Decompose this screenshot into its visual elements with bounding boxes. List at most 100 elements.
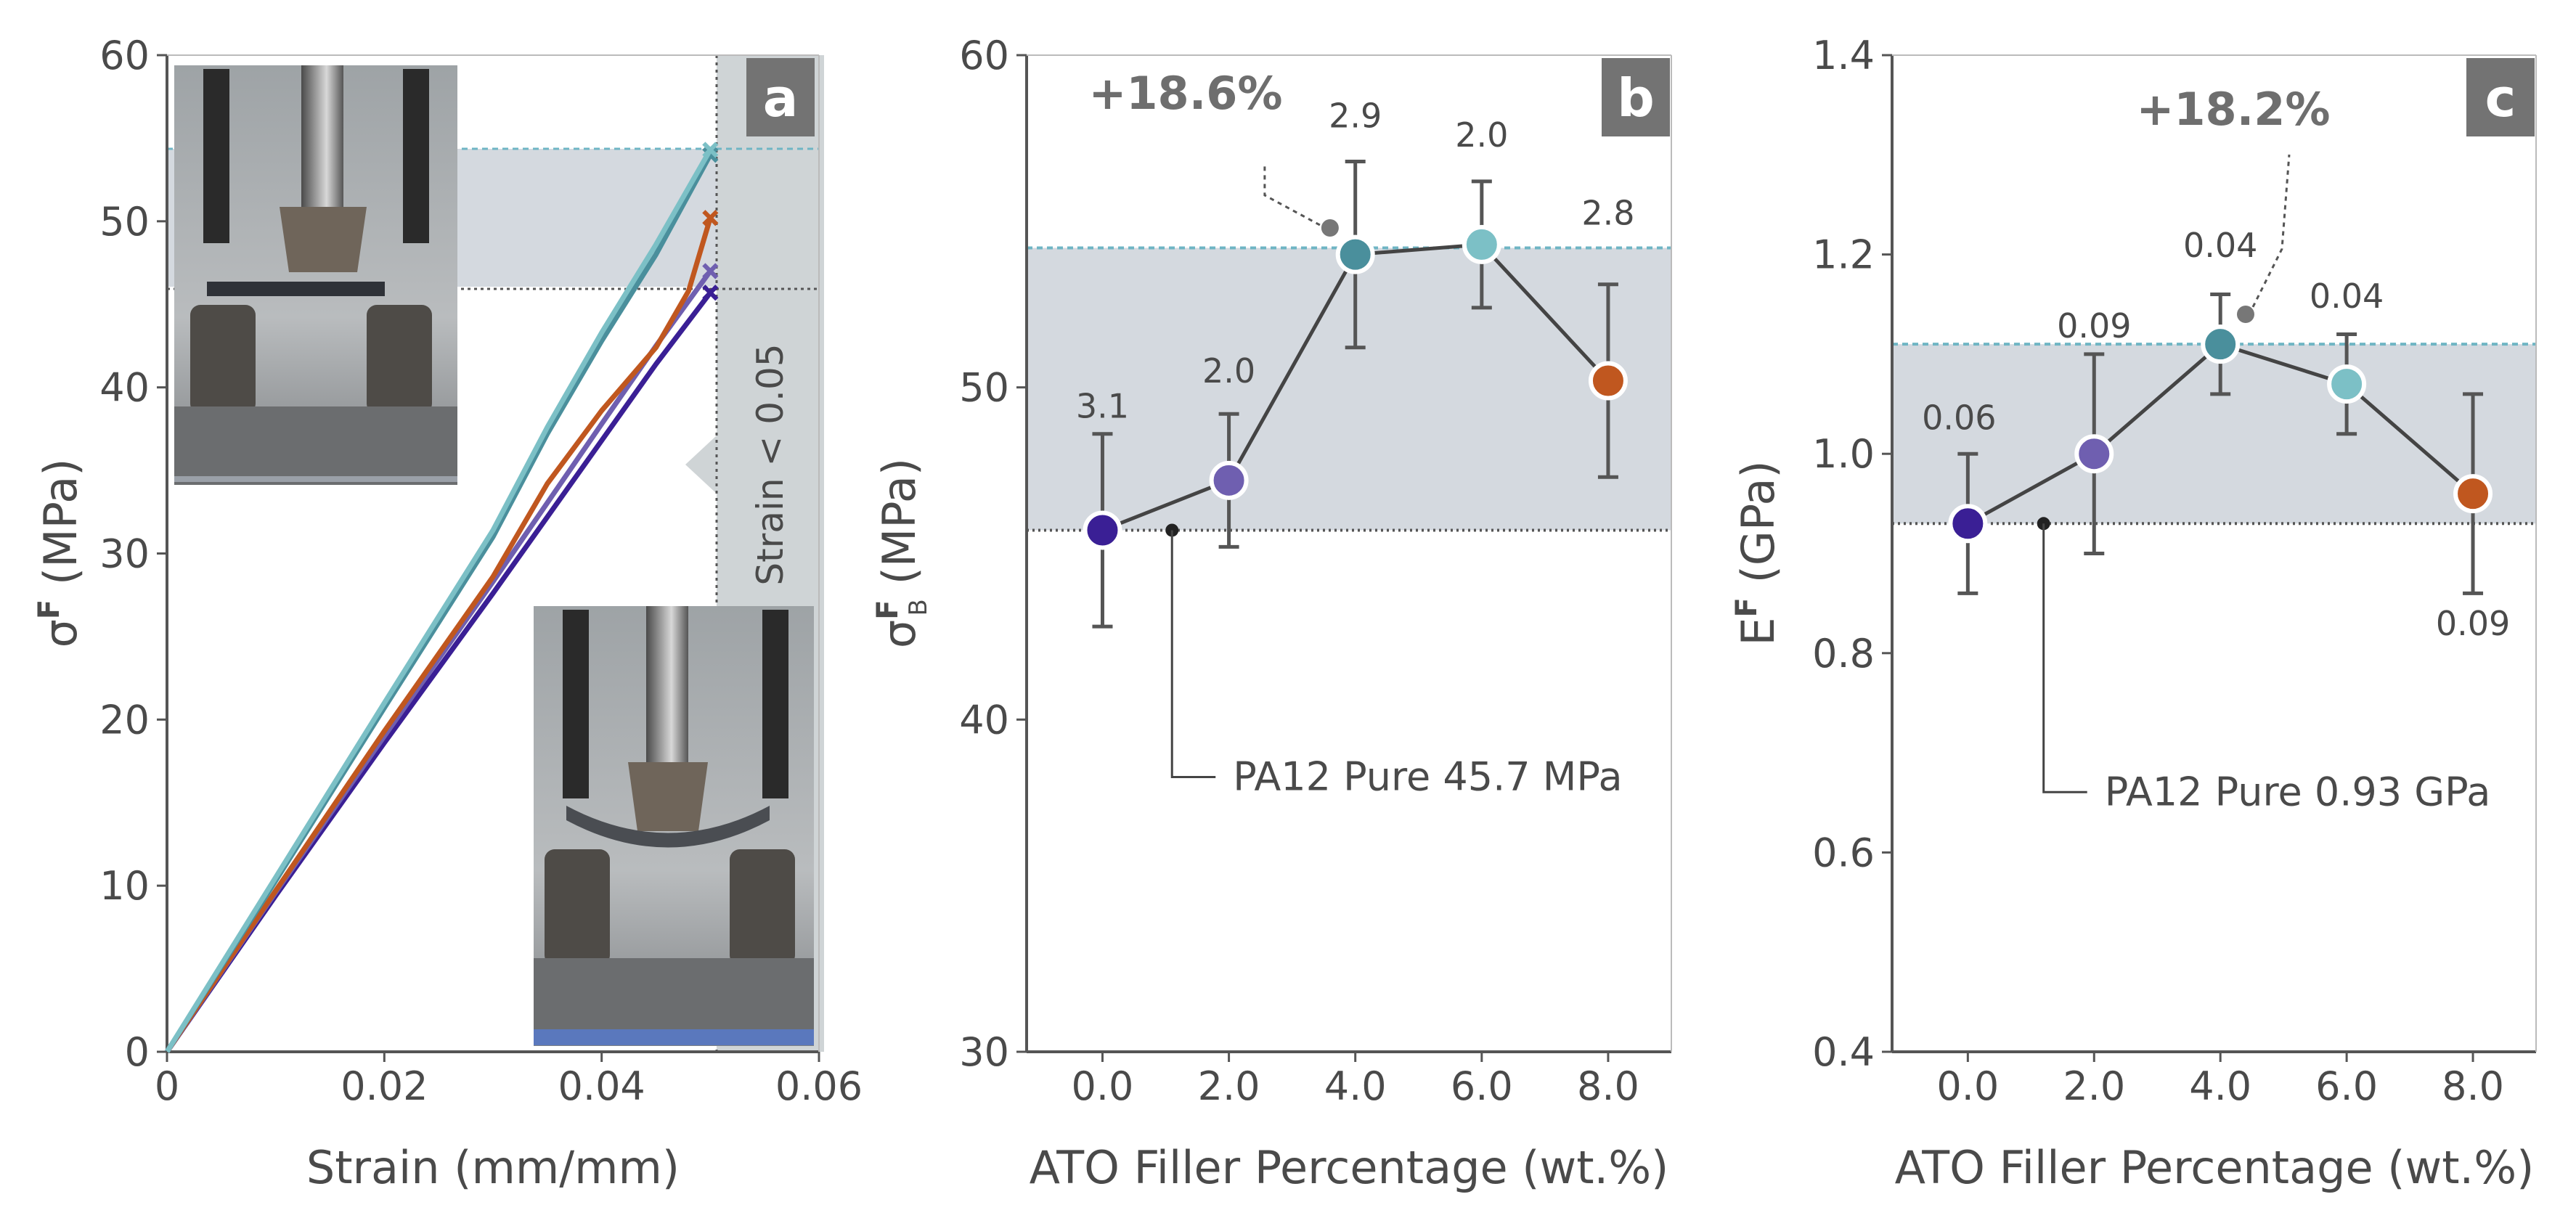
panel-c-ylabel-sup: F	[1730, 597, 1764, 617]
panel-b-xlabel: ATO Filler Percentage (wt.%)	[1030, 1141, 1669, 1194]
curve-ato6	[165, 148, 713, 1053]
panel-b-xtick-label: 2.0	[1198, 1063, 1260, 1109]
panel-c-marks: 0.06 0.09 0.04 0.04 0.09 PA12 Pure 0.93 GPa +1…	[1922, 83, 2510, 814]
fracture-marker-ato2	[702, 263, 719, 279]
panel-c-xtick-label: 2.0	[2063, 1063, 2125, 1109]
panel-c-ylabel-unit: (GPa)	[1732, 460, 1785, 583]
panel-b-value-label: 2.8	[1581, 194, 1634, 233]
panel-c-ytick-label: 0.4	[1812, 1029, 1875, 1075]
panel-b-ytick-label: 40	[959, 697, 1009, 743]
panel-b-ytick-label: 60	[959, 33, 1009, 78]
panel-a-stress-strain: 0 0.02 0.04 0.06 0 10 20 30 40 50 60 Strain < 0.05…	[33, 33, 863, 1194]
panel-c-improvement-dot	[2236, 305, 2254, 323]
panel-c-ylabel: EF (GPa)	[1730, 460, 1785, 645]
panel-c-ylabel-symbol: E	[1732, 617, 1785, 645]
curve-ato8	[165, 217, 713, 1053]
panel-c-ytick-label: 1.0	[1812, 431, 1875, 477]
panel-c-point-ato2	[2074, 434, 2114, 474]
panel-a-xtick-label: 0.02	[341, 1063, 428, 1109]
fracture-marker-pa12	[702, 285, 719, 301]
panel-b-value-label: 3.1	[1076, 386, 1129, 425]
panel-c-xlabel: ATO Filler Percentage (wt.%)	[1895, 1141, 2535, 1194]
panel-a-ylabel-unit: (MPa)	[34, 459, 87, 585]
panel-b-point-ato8	[1588, 361, 1628, 401]
panel-b-xtick-label: 0.0	[1072, 1063, 1134, 1109]
panel-b-ytick-label: 50	[959, 365, 1009, 411]
panel-b-value-label: 2.0	[1202, 351, 1255, 391]
panel-a-ylabel-sup: F	[33, 600, 66, 619]
panel-b-flexural-strength: 0.0 2.0 4.0 6.0 8.0 30 40 50 60 3.1 2.0 2.9 2.0 2.8 P…	[871, 33, 1672, 1194]
panel-a-strain-annotation: Strain < 0.05	[749, 343, 791, 585]
panel-b-point-ato2	[1209, 460, 1249, 500]
panel-a-ytick-label: 40	[99, 365, 150, 411]
panel-b-improvement-leader	[1263, 162, 1321, 226]
panel-a-ytick-label: 0	[125, 1029, 150, 1075]
panel-c-point-ato6	[2327, 364, 2367, 404]
panel-b-value-label: 2.9	[1329, 97, 1382, 136]
panel-c-point-pa12	[1948, 504, 1988, 544]
panel-c-value-label: 0.09	[2057, 306, 2131, 346]
panel-a-ytick-label: 30	[99, 531, 150, 577]
panel-b-badge-label: b	[1617, 68, 1655, 128]
panel-c-point-ato4	[2201, 324, 2241, 364]
panel-b-badge	[1602, 58, 1670, 136]
panel-c-flexural-modulus: 0.0 2.0 4.0 6.0 8.00.40.60.81.01.21.4 0.060.…	[1730, 33, 2537, 1194]
panel-b-point-pa12	[1083, 510, 1122, 550]
panel-a-xtick-label: 0.04	[558, 1063, 645, 1109]
panel-c-value-label: 0.04	[2183, 226, 2257, 265]
panel-c-xtick-label: 6.0	[2315, 1063, 2378, 1109]
panel-b-ticks: 0.0 2.0 4.0 6.0 8.0 30 40 50 60	[959, 33, 1639, 1109]
panel-a-ticks: 0 0.02 0.04 0.06 0 10 20 30 40 50 60	[99, 33, 863, 1109]
panel-a-curves	[165, 142, 719, 1053]
panel-a-badge-label: a	[763, 68, 799, 128]
panel-c-ref-label: PA12 Pure 0.93 GPa	[2105, 769, 2491, 814]
panel-c-improvement-label: +18.2%	[2136, 83, 2330, 136]
panel-b-ylabel-symbol: σ	[873, 620, 926, 648]
panel-c-xtick-label: 4.0	[2189, 1063, 2251, 1109]
fracture-marker-ato8	[702, 210, 719, 226]
panel-c-improvement-leader	[2251, 154, 2291, 308]
panel-c-ref-leader	[2042, 523, 2087, 793]
panel-b-band	[1027, 246, 1671, 532]
panel-b-improvement-label: +18.6%	[1088, 67, 1282, 120]
panel-b-frame	[1025, 54, 1672, 1053]
panel-c-badge	[2466, 58, 2535, 136]
panel-b-xtick-label: 4.0	[1324, 1063, 1387, 1109]
panel-b-ytick-label: 30	[959, 1029, 1009, 1075]
panel-a-arrow	[685, 436, 717, 494]
panel-b-point-ato4	[1335, 234, 1375, 274]
panel-a-ylabel: σF (MPa)	[33, 459, 87, 648]
panel-c-badge-label: c	[2485, 68, 2516, 128]
panel-b-ylabel-sub: B	[904, 599, 933, 616]
panel-c-ytick-label: 0.8	[1812, 631, 1875, 677]
panel-b-ref-label: PA12 Pure 45.7 MPa	[1233, 753, 1622, 799]
panel-b-improvement-dot	[1321, 218, 1339, 237]
panel-a-xlabel: Strain (mm/mm)	[306, 1141, 680, 1194]
panel-b-xtick-label: 6.0	[1451, 1063, 1513, 1109]
panel-a-ytick-label: 10	[99, 863, 150, 909]
panel-a-ylabel-symbol: σ	[34, 619, 87, 647]
panel-c-band	[1892, 343, 2536, 526]
panel-c-value-label: 0.06	[1922, 398, 1996, 437]
panel-c-ytick-label: 0.6	[1812, 830, 1875, 875]
panel-b-value-label: 2.0	[1455, 115, 1508, 155]
fracture-marker-ato6	[702, 142, 719, 158]
panel-c-frame	[1891, 54, 2537, 1053]
panel-c-value-label: 0.04	[2310, 277, 2384, 316]
specimen-photo-bottom	[534, 606, 814, 1046]
panel-a-ytick-label: 20	[99, 697, 150, 743]
panel-c-point-ato8	[2453, 474, 2493, 514]
panel-c-xtick-label: 8.0	[2442, 1063, 2504, 1109]
panel-b-ref-leader	[1170, 530, 1216, 778]
panel-a-badge	[746, 58, 815, 136]
panel-c-band-rect	[1892, 344, 2536, 524]
panel-b-ylabel-sup: F	[871, 600, 905, 619]
panel-c-ticks: 0.0 2.0 4.0 6.0 8.0 0.4 0.6 0.8 1.0 1.2 1.4	[1812, 33, 2504, 1109]
panel-c-value-label: 0.09	[2436, 604, 2510, 643]
panel-b-point-ato6	[1462, 224, 1501, 264]
panel-b-band-rect	[1027, 248, 1671, 531]
panel-b-ylabel-unit: (MPa)	[873, 458, 926, 584]
panel-c-ytick-label: 1.2	[1812, 232, 1875, 278]
panel-a-ytick-label: 50	[99, 199, 150, 245]
